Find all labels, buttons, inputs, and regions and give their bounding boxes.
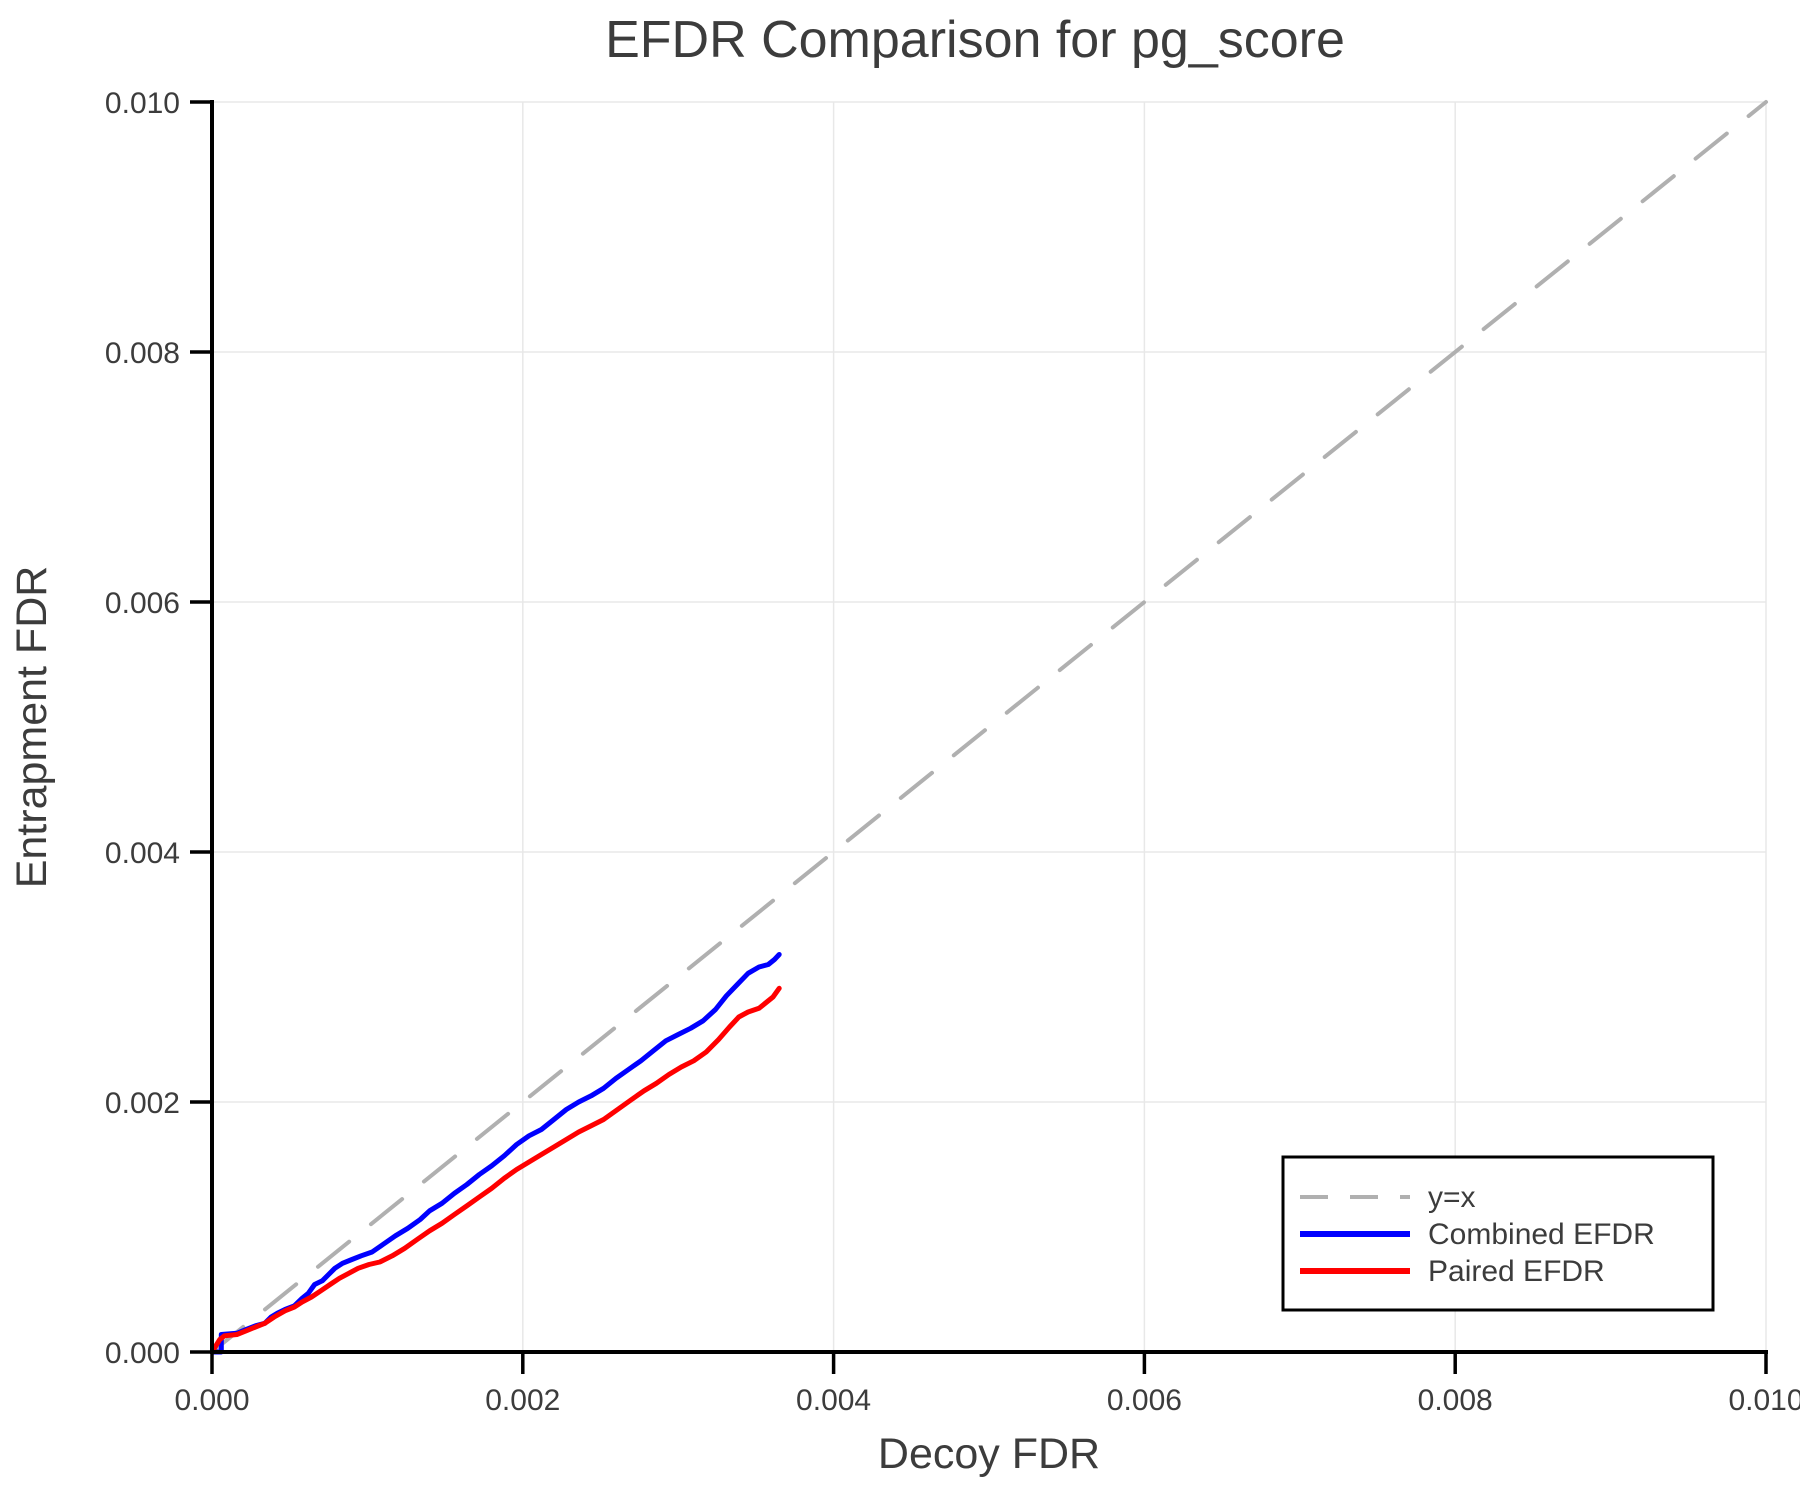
y-ticks: 0.000 0.002 0.004 0.006 0.008 0.010 [105, 87, 212, 1370]
x-axis-label: Decoy FDR [878, 1430, 1100, 1478]
y-tick-label: 0.006 [105, 587, 180, 620]
axes [210, 100, 1768, 1354]
y-axis-label: Entrapment FDR [8, 566, 56, 889]
y-tick-label: 0.002 [105, 1087, 180, 1120]
y-tick-label: 0.004 [105, 837, 180, 870]
y-tick-label: 0.010 [105, 87, 180, 120]
combined-efdr-line [209, 952, 782, 1355]
legend-label-yx: y=x [1428, 1181, 1476, 1214]
x-ticks: 0.000 0.002 0.004 0.006 0.008 0.010 [174, 1352, 1800, 1417]
legend-label-combined: Combined EFDR [1428, 1218, 1655, 1251]
x-tick-label: 0.008 [1418, 1384, 1493, 1417]
x-tick-label: 0.002 [485, 1384, 560, 1417]
x-tick-label: 0.006 [1107, 1384, 1182, 1417]
x-tick-label: 0.010 [1728, 1384, 1800, 1417]
legend-label-paired: Paired EFDR [1428, 1255, 1605, 1288]
plot-series [209, 100, 1768, 1355]
y-tick-label: 0.008 [105, 337, 180, 370]
chart-title: EFDR Comparison for pg_score [605, 11, 1345, 69]
paired-efdr-line [209, 985, 782, 1355]
legend: y=x Combined EFDR Paired EFDR [1281, 1155, 1715, 1312]
x-tick-label: 0.004 [796, 1384, 871, 1417]
y-x-line [210, 100, 1768, 1354]
x-tick-label: 0.000 [174, 1384, 249, 1417]
y-tick-label: 0.000 [105, 1337, 180, 1370]
